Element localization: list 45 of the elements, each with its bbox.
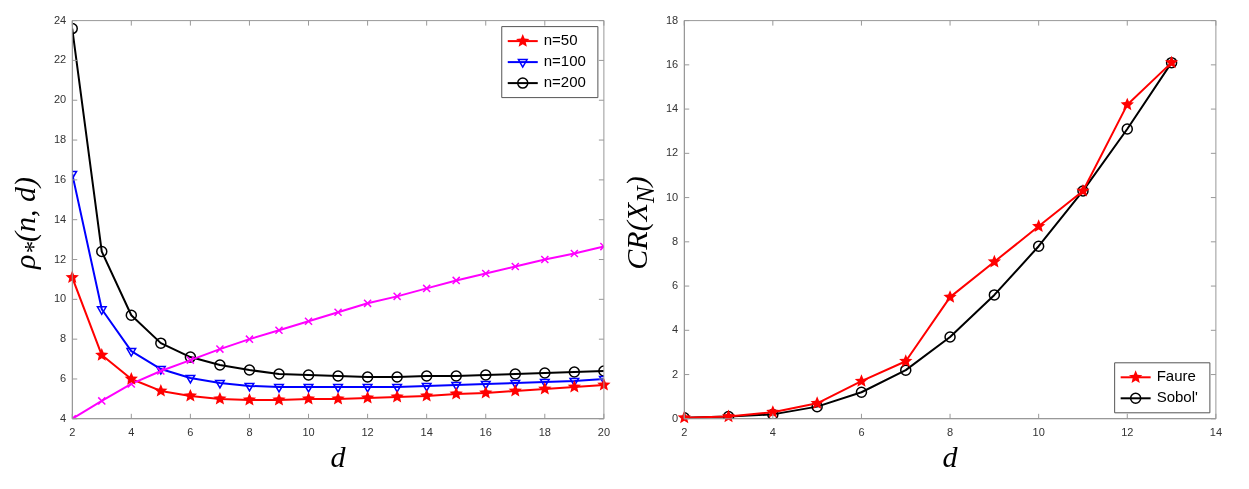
x-tick-label: 8: [246, 426, 253, 439]
x-axis-title: d: [942, 440, 958, 474]
legend-label: Faure: [1156, 367, 1196, 385]
y-tick-label: 20: [53, 93, 67, 106]
y-tick-label: 12: [665, 146, 679, 159]
x-axis-title: d: [330, 440, 346, 474]
x-tick-label: 20: [597, 426, 611, 439]
y-tick-label: 16: [665, 57, 679, 70]
x-tick-label: 12: [1121, 426, 1134, 439]
x-tick-label: 4: [769, 426, 776, 439]
y-tick-label: 4: [672, 323, 679, 336]
y-tick-label: 6: [60, 372, 67, 385]
y-tick-label: 12: [53, 252, 67, 265]
y-tick-label: 16: [53, 172, 67, 185]
x-tick-label: 6: [858, 426, 865, 439]
y-tick-label: 2: [672, 367, 679, 380]
y-tick-label: 14: [53, 212, 67, 225]
x-tick-label: 10: [1032, 426, 1045, 439]
x-tick-label: 6: [187, 426, 194, 439]
x-tick-label: 2: [681, 426, 688, 439]
y-tick-label: 14: [665, 102, 679, 115]
x-tick-label: 18: [538, 426, 551, 439]
y-tick-label: 6: [672, 279, 679, 292]
y-tick-label: 22: [53, 53, 67, 66]
y-tick-label: 18: [665, 13, 679, 26]
y-tick-label: 0: [672, 411, 679, 424]
y-tick-label: 18: [53, 133, 67, 146]
legend-label: n=200: [543, 73, 586, 91]
x-tick-label: 2: [69, 426, 76, 439]
y-tick-label: 24: [53, 13, 67, 26]
x-tick-label: 14: [1209, 426, 1223, 439]
y-tick-label: 4: [60, 411, 67, 424]
y-tick-label: 8: [672, 234, 679, 247]
x-tick-label: 8: [947, 426, 954, 439]
x-tick-label: 14: [420, 426, 433, 439]
x-tick-label: 16: [479, 426, 492, 439]
y-tick-label: 8: [60, 332, 67, 345]
x-tick-label: 12: [361, 426, 374, 439]
legend-label: n=100: [543, 52, 586, 70]
y-tick-label: 10: [665, 190, 679, 203]
x-tick-label: 4: [128, 426, 135, 439]
legend-label: Sobol': [1156, 388, 1199, 406]
x-tick-label: 10: [302, 426, 315, 439]
y-tick-label: 10: [53, 292, 67, 305]
legend-label: n=50: [543, 31, 578, 49]
